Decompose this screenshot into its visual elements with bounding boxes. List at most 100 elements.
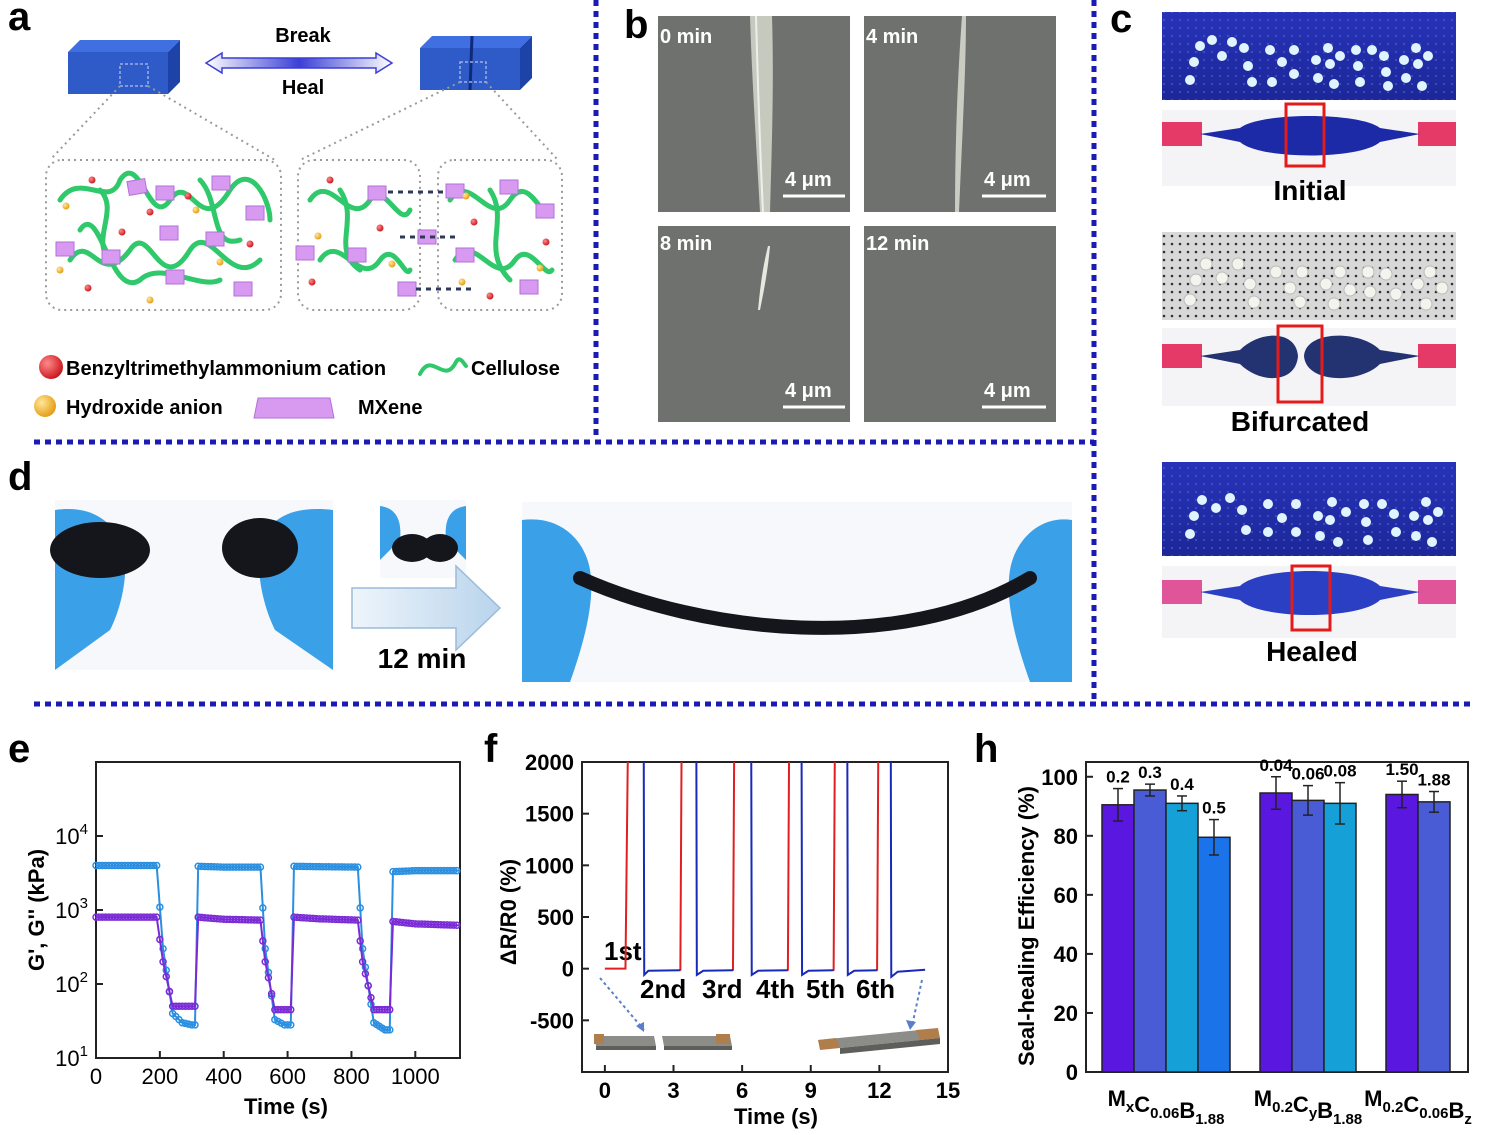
y-axis-label-e: G', G'' (kPa) [24, 849, 49, 971]
legend-cation: Benzyltrimethylammonium cation [66, 358, 386, 380]
axes-f: -500 0 500 1000 1500 2000 0 3 6 9 12 15 1st 2nd 3rd 4th… [525, 750, 960, 1103]
bar [1133, 789, 1167, 1073]
data-point [267, 989, 276, 998]
bar [1259, 792, 1293, 1073]
x-tick-label: 12 [867, 1078, 891, 1103]
led-board-healed [1162, 462, 1456, 556]
y-tick-label: -500 [530, 1008, 574, 1033]
photo-gel-halves [50, 500, 333, 670]
y-tick-label: 60 [1054, 883, 1078, 908]
data-point [149, 861, 158, 870]
data-point [364, 981, 372, 990]
x-tick-label: 3 [667, 1078, 679, 1103]
panel-label-c: c [1110, 0, 1132, 41]
y-tick-label: 40 [1054, 942, 1078, 967]
data-point [383, 1026, 392, 1034]
x-tick-label: 400 [205, 1064, 242, 1089]
legend-a: Benzyltrimethylammonium cation Cellulose… [34, 355, 560, 419]
y-tick-label: 100 [1041, 765, 1078, 790]
series-line-storage [96, 864, 460, 1031]
y-tick-label: 2000 [525, 750, 574, 775]
bar-value-label: 0.5 [1202, 799, 1226, 818]
cycle-label: 1st [604, 936, 642, 966]
data-point [191, 1021, 199, 1029]
series-line [876, 761, 880, 971]
bar-value-label: 0.06 [1291, 765, 1324, 784]
data-point [156, 903, 164, 911]
led-pattern [1185, 35, 1433, 91]
y-tick-label: 80 [1054, 824, 1078, 849]
x-tick-label: 0 [599, 1078, 611, 1103]
time-label-12min: 12 min [378, 643, 467, 674]
series-line [642, 761, 681, 978]
group-label: MxC0.06B1.88 [1108, 1086, 1225, 1128]
bar [1197, 836, 1231, 1073]
bar-value-label: 0.04 [1259, 756, 1293, 775]
panel-label-a: a [8, 0, 31, 39]
data-point [264, 973, 273, 982]
cycle-label: 2nd [640, 974, 686, 1004]
heal-label: Heal [282, 77, 324, 99]
panel-d: d 12 min [8, 455, 1072, 682]
micrograph-4min: 4 min 4 μm [864, 16, 1056, 212]
micrograph-time-label: 8 min [660, 233, 712, 255]
bar-value-label: 0.2 [1106, 768, 1130, 787]
data-point [354, 863, 362, 871]
break-label: Break [275, 25, 331, 47]
group-label: M0.2CyB1.88 [1254, 1086, 1363, 1128]
series-f [604, 761, 926, 980]
bar [1291, 799, 1325, 1073]
yellow-sphere-icon [34, 395, 56, 417]
plot-frame-f [581, 761, 949, 1073]
data-point [287, 1021, 295, 1029]
green-wave-icon [418, 357, 468, 376]
data-point [159, 944, 167, 953]
y-tick-label: 1000 [525, 853, 574, 878]
series-line [800, 761, 834, 977]
data-point [256, 916, 265, 924]
state-initial: Initial [1273, 175, 1346, 206]
data-point [453, 866, 461, 875]
y-tick-label: 101 [55, 1043, 88, 1071]
x-axis-label-e: Time (s) [244, 1094, 328, 1119]
series-line-loss [96, 916, 461, 1011]
y-tick-label: 102 [55, 969, 88, 997]
data-point [253, 916, 262, 924]
legend-cellulose: Cellulose [471, 358, 560, 380]
group-label: M0.2C0.06Bz [1364, 1086, 1472, 1128]
series-line [846, 761, 878, 977]
data-point [356, 904, 364, 912]
x-tick-label: 200 [142, 1064, 179, 1089]
panel-f: f -500 0 500 1000 1500 2000 0 3 6 9 12 15 1st 2nd 3rd 4… [484, 727, 960, 1129]
scale-bar-label: 4 μm [984, 380, 1031, 402]
led-board-initial [1162, 12, 1456, 100]
data-point [152, 861, 161, 870]
zoom-lines [49, 81, 559, 161]
broken-block [420, 35, 532, 91]
bar-value-label: 0.3 [1138, 763, 1162, 782]
data-point [350, 863, 359, 871]
data-point [191, 1002, 199, 1011]
micrograph-12min: 12 min 4 μm [864, 226, 1056, 422]
bar [1101, 804, 1135, 1073]
x-axis-label-f: Time (s) [734, 1104, 818, 1129]
data-point [283, 1005, 292, 1014]
y-tick-label: 103 [55, 895, 88, 923]
series-e [92, 861, 461, 1034]
data-point [381, 1005, 389, 1014]
data-point [453, 921, 461, 930]
photo-gel-joined [380, 500, 466, 578]
cycle-label: 6th [856, 974, 895, 1004]
red-sphere-icon [39, 355, 63, 379]
data-point [449, 866, 458, 875]
series-line [604, 761, 629, 970]
panel-label-d: d [8, 455, 32, 499]
series-line [679, 761, 683, 971]
bar [1165, 802, 1199, 1073]
panel-label-e: e [8, 727, 30, 771]
hydrogel-initial: Initial [1162, 102, 1456, 206]
data-point [350, 916, 359, 924]
data-point [381, 1026, 389, 1034]
